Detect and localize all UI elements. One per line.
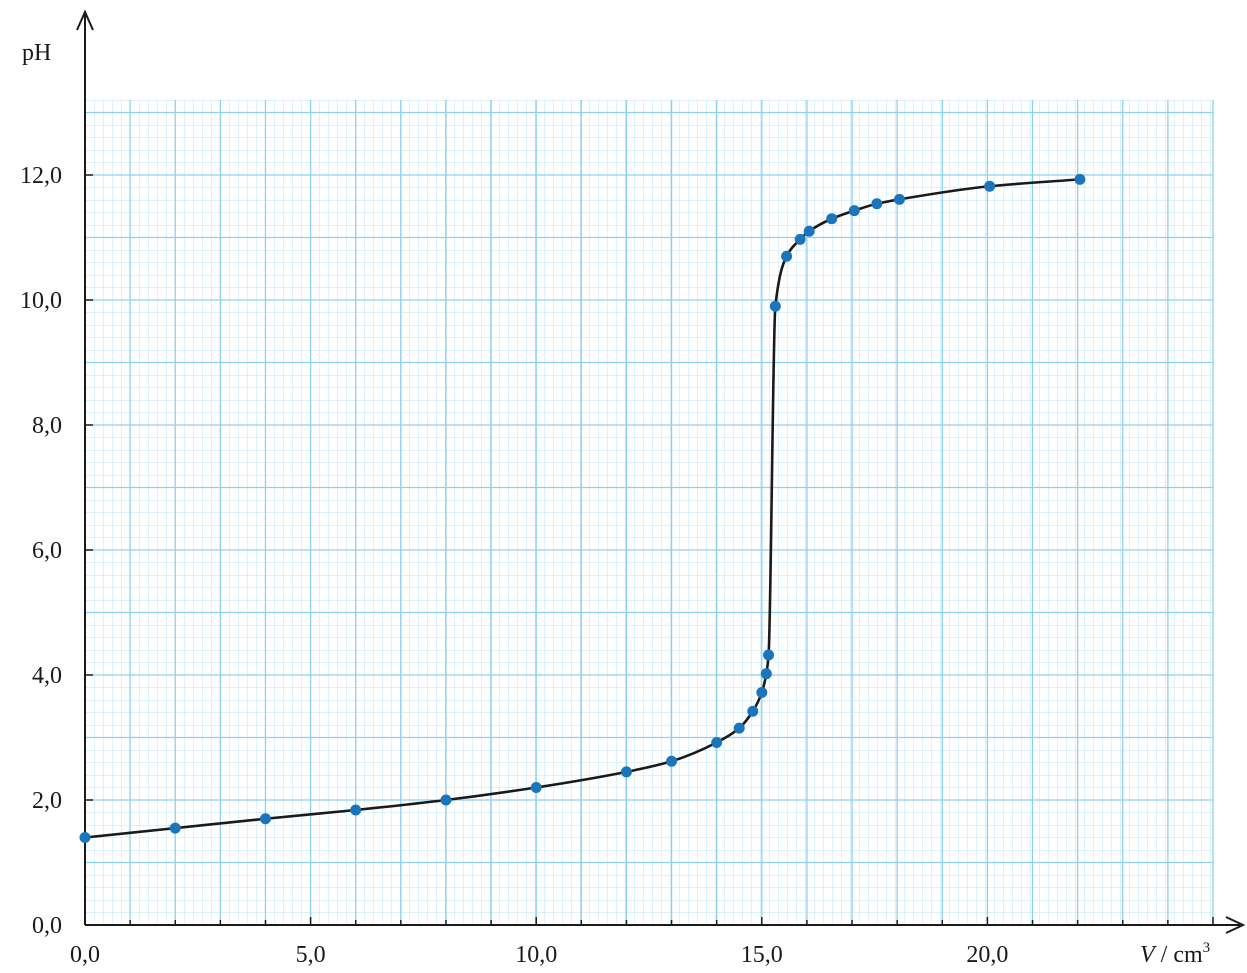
data-point [871,198,883,210]
x-axis-title-exponent: 3 [1203,940,1211,956]
minor-grid [85,100,1213,925]
data-point [769,300,781,312]
data-point [763,649,775,661]
y-tick-label: 4,0 [32,663,62,689]
data-point [350,804,362,816]
data-points [79,173,1086,843]
y-tick-label: 12,0 [20,163,62,189]
x-tick-label: 5,0 [296,942,326,968]
x-axis-arrowhead [1225,916,1246,934]
y-tick-label: 0,0 [32,913,62,939]
y-tick-label: 10,0 [20,288,62,314]
x-axis-title-variable: V [1140,942,1157,968]
data-point [666,755,678,767]
data-point [756,687,768,698]
data-point [620,766,632,778]
data-point [747,705,759,717]
data-point [984,180,996,192]
y-tick-label: 8,0 [32,413,62,439]
data-point [760,668,772,680]
data-point [893,193,905,205]
data-point [79,832,91,843]
data-point [259,813,271,825]
y-tick-label: 2,0 [32,788,62,814]
data-point [169,822,181,834]
data-point [794,233,806,245]
major-grid [84,100,1214,926]
x-tick-label: 0,0 [70,942,100,968]
x-axis-title: V / cm3 [1140,940,1210,968]
data-point [440,794,452,806]
x-tick-label: 10,0 [515,942,557,968]
y-tick-label: 6,0 [32,538,62,564]
data-point [803,225,815,237]
data-point [711,737,723,748]
tick-labels: 0,0 5,0 10,0 15,0 20,0 0,0 2,0 4,0 6,0 8,0 10,0 12,… [20,163,1008,968]
axis-ticks [85,174,1214,925]
data-point [781,250,793,262]
data-point [530,782,542,793]
x-axis-title-unit: / cm [1155,942,1203,968]
data-point [826,213,838,225]
axes [76,9,1246,934]
y-axis-arrowhead [76,9,94,31]
y-axis-title: pH [22,40,51,66]
data-point [1074,173,1086,185]
data-point [733,722,745,734]
x-tick-label: 15,0 [741,942,783,968]
x-tick-label: 20,0 [966,942,1008,968]
data-point [848,205,860,217]
